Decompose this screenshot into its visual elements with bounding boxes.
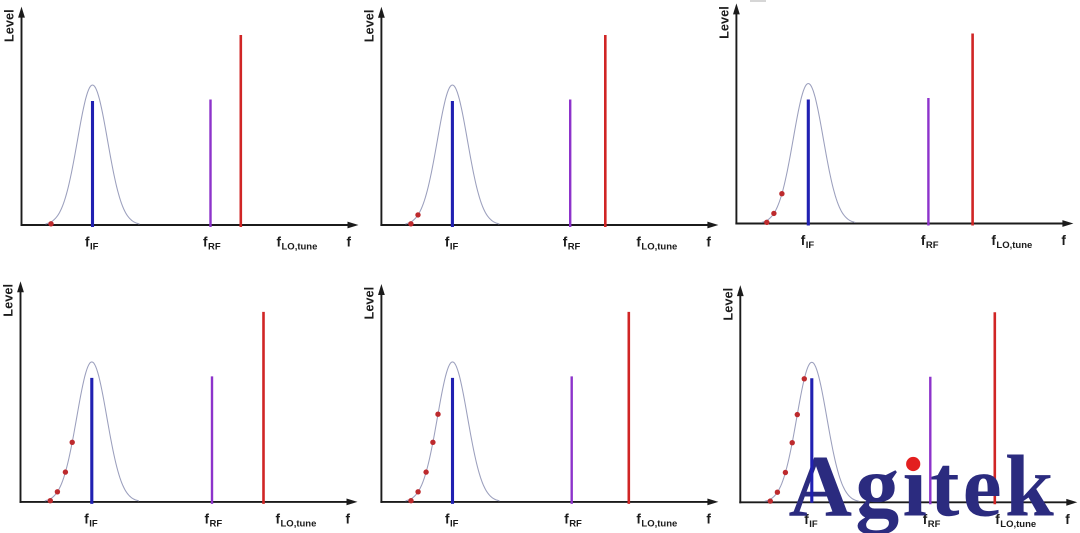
svg-text:IF: IF	[806, 240, 815, 251]
svg-text:Level: Level	[716, 6, 731, 39]
svg-text:RF: RF	[569, 518, 582, 529]
svg-text:RF: RF	[928, 519, 941, 530]
svg-text:Agıtek: Agıtek	[789, 439, 1058, 533]
svg-text:f: f	[84, 511, 89, 526]
svg-text:LO,tune: LO,tune	[996, 240, 1032, 251]
svg-text:f: f	[85, 235, 90, 250]
svg-text:Level: Level	[361, 287, 376, 320]
svg-text:f: f	[563, 235, 568, 250]
svg-text:Level: Level	[720, 288, 735, 321]
svg-text:f: f	[995, 512, 1000, 527]
svg-text:LO,tune: LO,tune	[1000, 519, 1036, 530]
svg-text:f: f	[706, 511, 711, 526]
svg-text:f: f	[445, 511, 450, 526]
svg-text:IF: IF	[89, 518, 98, 529]
svg-text:IF: IF	[450, 518, 459, 529]
svg-text:f: f	[445, 235, 450, 250]
svg-text:RF: RF	[926, 240, 939, 251]
svg-text:f: f	[277, 235, 282, 250]
svg-text:IF: IF	[450, 242, 459, 253]
svg-text:Level: Level	[361, 10, 376, 43]
svg-text:f: f	[347, 235, 352, 250]
svg-text:IF: IF	[90, 242, 99, 253]
svg-text:LO,tune: LO,tune	[282, 242, 318, 253]
svg-text:f: f	[205, 511, 210, 526]
svg-text:f: f	[636, 235, 641, 250]
svg-text:f: f	[636, 511, 641, 526]
svg-text:f: f	[991, 233, 996, 248]
svg-text:f: f	[1065, 512, 1070, 527]
svg-text:f: f	[276, 511, 281, 526]
svg-text:RF: RF	[210, 518, 223, 529]
svg-text:LO,tune: LO,tune	[641, 518, 677, 529]
svg-text:f: f	[564, 511, 569, 526]
svg-text:f: f	[1061, 233, 1066, 248]
svg-text:IF: IF	[809, 519, 818, 530]
svg-text:RF: RF	[208, 242, 221, 253]
svg-text:f: f	[346, 511, 351, 526]
svg-text:Level: Level	[2, 9, 17, 42]
svg-text:f: f	[801, 233, 806, 248]
svg-text:f: f	[804, 512, 809, 527]
svg-text:LO,tune: LO,tune	[281, 518, 317, 529]
svg-text:f: f	[706, 235, 711, 250]
svg-text:LO,tune: LO,tune	[641, 242, 677, 253]
svg-text:f: f	[203, 235, 208, 250]
svg-text:f: f	[921, 233, 926, 248]
svg-text:f: f	[923, 512, 928, 527]
svg-text:RF: RF	[568, 242, 581, 253]
svg-text:Level: Level	[1, 284, 16, 317]
